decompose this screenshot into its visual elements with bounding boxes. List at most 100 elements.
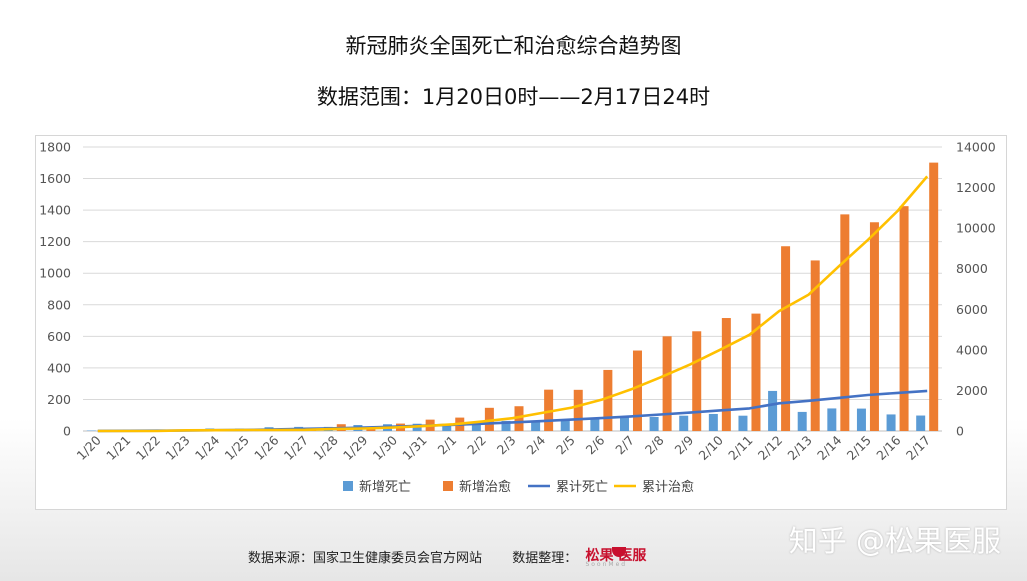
x-tick-label: 2/2 — [464, 433, 489, 458]
left-tick-label: 1600 — [39, 171, 71, 186]
watermark: 知乎 @松果医服 — [788, 524, 1001, 558]
x-tick-label: 2/6 — [583, 432, 608, 457]
footer: 数据来源：国家卫生健康委员会官方网站 数据整理： 松果 医服 SoonMed — [248, 545, 663, 571]
bar-new-cured — [721, 318, 731, 431]
right-tick-label: 10000 — [956, 221, 996, 236]
bar-new-deaths — [442, 423, 452, 431]
bar-new-cured — [840, 214, 850, 431]
legend-label: 新增治愈 — [459, 479, 511, 495]
gridlines — [83, 146, 942, 432]
legend-swatch — [343, 481, 353, 491]
legend-label: 新增死亡 — [359, 479, 411, 495]
bar-new-cured — [899, 206, 909, 431]
bars — [86, 162, 939, 431]
x-tick-label: 2/17 — [903, 433, 933, 463]
x-tick-label: 2/11 — [725, 433, 755, 463]
x-tick-label: 2/5 — [553, 433, 578, 458]
x-tick-label: 2/4 — [523, 432, 548, 457]
bar-new-deaths — [797, 411, 807, 431]
bar-new-cured — [751, 313, 761, 431]
lines — [97, 175, 929, 433]
x-tick-label: 2/8 — [642, 432, 667, 457]
left-tick-label: 1200 — [39, 234, 71, 249]
bar-new-cured — [573, 389, 583, 431]
right-axis-ticks: 0 2000 4000 6000 8000 10000 12000 14000 — [956, 140, 996, 439]
bar-new-deaths — [531, 420, 541, 431]
x-tick-label: 2/15 — [844, 433, 874, 463]
x-tick-label: 1/31 — [399, 433, 429, 463]
bar-new-deaths — [768, 390, 778, 431]
x-tick-label: 1/21 — [103, 433, 133, 463]
bar-new-deaths — [738, 415, 748, 431]
source-text: 数据来源：国家卫生健康委员会官方网站 — [248, 550, 483, 566]
x-tick-label: 2/14 — [814, 432, 844, 462]
bar-new-cured — [692, 331, 702, 431]
x-tick-label: 1/30 — [370, 432, 400, 462]
left-tick-label: 1000 — [39, 266, 71, 281]
bar-new-cured — [781, 246, 791, 431]
bar-new-cured — [869, 222, 879, 431]
left-axis-ticks: 0 200 400 600 800 1000 1200 1400 1600 1800 — [39, 140, 71, 439]
left-tick-label: 1400 — [39, 203, 71, 218]
bar-new-cured — [514, 406, 524, 431]
logo-cup-icon — [612, 547, 627, 557]
x-tick-label: 1/25 — [222, 433, 252, 463]
bar-new-deaths — [501, 420, 511, 431]
x-tick-label: 2/7 — [612, 433, 637, 458]
left-tick-label: 800 — [47, 297, 71, 312]
bar-new-deaths — [590, 419, 600, 431]
legend-label: 累计治愈 — [642, 480, 694, 495]
trend-chart: 0 200 400 600 800 1000 1200 1400 1600 1800 0 2000 4… — [39, 140, 996, 496]
left-tick-label: 1800 — [39, 140, 71, 155]
chart-subtitle: 数据范围：1月20日0时——2月17日24时 — [316, 85, 711, 109]
bar-new-deaths — [619, 417, 629, 431]
bar-new-deaths — [471, 422, 481, 431]
x-tick-label: 1/20 — [73, 432, 103, 462]
x-tick-label: 2/3 — [494, 433, 519, 458]
bar-new-cured — [662, 336, 672, 431]
bar-new-cured — [544, 389, 554, 431]
bar-new-cured — [929, 162, 939, 431]
organizer-label: 数据整理： — [512, 550, 578, 566]
x-tick-label: 2/10 — [696, 432, 726, 462]
x-tick-label: 2/12 — [755, 433, 785, 463]
right-tick-label: 4000 — [956, 342, 988, 357]
logo-subtext: SoonMed — [585, 561, 628, 568]
line-cum-cured — [97, 175, 929, 433]
bar-new-deaths — [649, 416, 659, 431]
legend-label: 累计死亡 — [556, 480, 608, 495]
x-tick-label: 1/22 — [133, 433, 163, 463]
bar-new-deaths — [856, 408, 866, 431]
chart-panel: 0 200 400 600 800 1000 1200 1400 1600 1800 0 2000 4… — [35, 135, 1007, 510]
legend: 新增死亡 新增治愈 累计死亡 累计治愈 — [343, 479, 694, 495]
x-tick-label: 2/9 — [672, 432, 697, 457]
left-tick-label: 600 — [47, 329, 71, 344]
right-tick-label: 8000 — [956, 261, 988, 276]
x-axis-ticks: 1/20 1/21 1/22 1/23 1/24 1/25 1/26 1/27 1/28 1/29… — [73, 432, 933, 462]
bar-new-deaths — [916, 415, 926, 431]
bar-new-deaths — [708, 413, 718, 431]
bar-new-cured — [632, 350, 642, 431]
x-tick-label: 1/24 — [192, 432, 222, 462]
right-tick-label: 2000 — [956, 383, 988, 398]
x-tick-label: 1/27 — [281, 433, 311, 463]
right-tick-label: 0 — [956, 424, 964, 439]
left-tick-label: 200 — [47, 392, 71, 407]
x-tick-label: 1/23 — [162, 433, 192, 463]
legend-swatch — [443, 481, 453, 491]
bar-new-deaths — [886, 414, 896, 431]
bar-new-cured — [810, 260, 820, 431]
bar-new-cured — [603, 369, 613, 431]
left-tick-label: 400 — [47, 360, 71, 375]
right-tick-label: 6000 — [956, 302, 988, 317]
x-tick-label: 1/26 — [251, 432, 281, 462]
right-tick-label: 12000 — [956, 180, 996, 195]
bar-new-deaths — [560, 419, 570, 431]
bar-new-deaths — [679, 415, 689, 431]
x-tick-label: 1/29 — [340, 432, 370, 462]
x-tick-label: 1/28 — [310, 432, 340, 462]
bar-new-deaths — [827, 408, 837, 431]
x-tick-label: 2/16 — [873, 432, 903, 462]
x-tick-label: 2/13 — [784, 433, 814, 463]
chart-title: 新冠肺炎全国死亡和治愈综合趋势图 — [345, 34, 682, 58]
